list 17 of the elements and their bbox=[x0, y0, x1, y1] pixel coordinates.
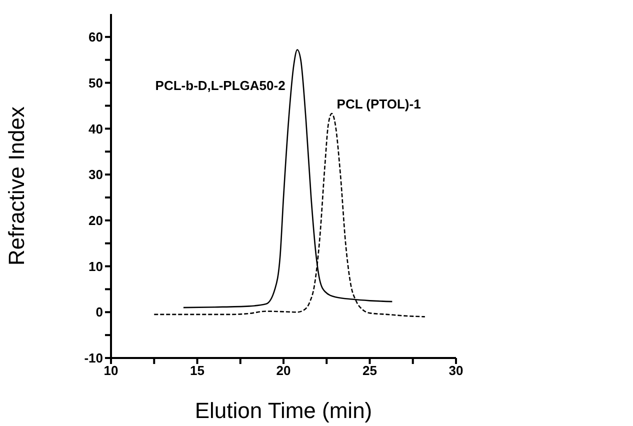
y-tick-label: 20 bbox=[88, 213, 103, 228]
y-axis-title: Refractive Index bbox=[4, 106, 29, 266]
y-tick-label: 10 bbox=[88, 258, 103, 274]
y-tick-label: 40 bbox=[88, 121, 103, 136]
y-tick-label: 30 bbox=[88, 167, 103, 182]
y-tick-label: 0 bbox=[96, 304, 103, 320]
series-label: PCL (PTOL)-1 bbox=[336, 96, 421, 112]
series-label: PCL-b-D,L-PLGA50-2 bbox=[155, 78, 286, 93]
x-axis-title: Elution Time (min) bbox=[194, 398, 372, 423]
x-tick-label: 10 bbox=[104, 363, 118, 378]
y-tick-label: -10 bbox=[84, 350, 103, 366]
x-tick-label: 30 bbox=[448, 363, 464, 378]
x-tick-label: 15 bbox=[190, 363, 204, 378]
y-tick-label: 50 bbox=[88, 75, 103, 90]
y-tick-label: 60 bbox=[88, 30, 103, 45]
x-tick-label: 25 bbox=[362, 363, 377, 378]
x-tick-label: 20 bbox=[276, 363, 291, 378]
